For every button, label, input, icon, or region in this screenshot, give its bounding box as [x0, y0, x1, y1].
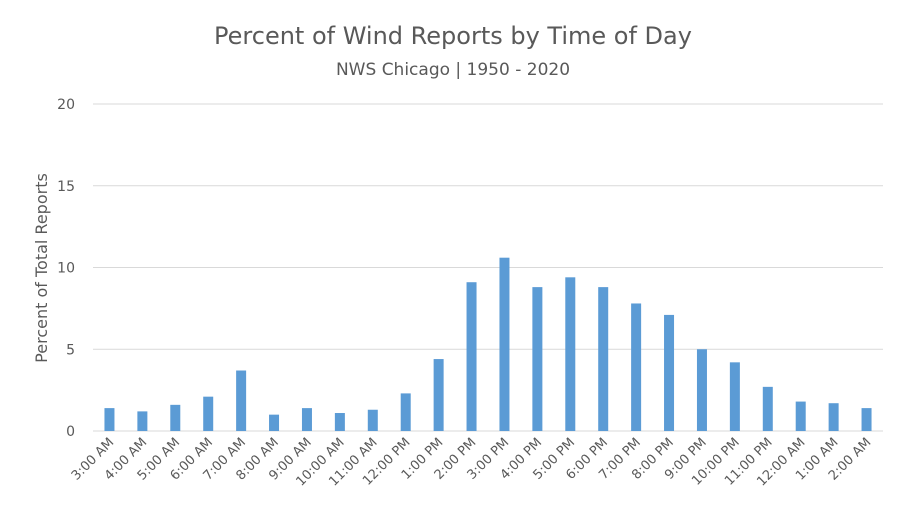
bar [104, 408, 115, 431]
x-axis-ticks: 3:00 AM4:00 AM5:00 AM6:00 AM7:00 AM8:00 … [69, 435, 874, 489]
bar [236, 370, 247, 431]
bar [762, 386, 773, 431]
bar [137, 411, 148, 431]
bar [499, 257, 510, 431]
y-axis-ticks: 0 5 10 15 20 [57, 97, 75, 440]
bar [400, 393, 411, 431]
bar [664, 314, 675, 431]
y-tick-label: 15 [57, 179, 75, 195]
y-tick-label: 10 [57, 261, 75, 277]
bar [828, 403, 839, 431]
chart-subtitle: NWS Chicago | 1950 - 2020 [336, 60, 570, 80]
bar [532, 287, 543, 431]
bar [795, 401, 806, 431]
bar [367, 409, 378, 431]
bar [696, 349, 707, 431]
bar [301, 408, 312, 431]
bar [861, 408, 872, 431]
bar [170, 404, 181, 431]
bar [729, 362, 740, 431]
y-tick-label: 20 [57, 97, 75, 113]
bar [433, 359, 444, 431]
y-tick-label: 5 [66, 342, 75, 358]
bar [203, 396, 214, 431]
bar [466, 282, 477, 431]
y-axis-label: Percent of Total Reports [32, 173, 51, 363]
bar [598, 287, 609, 431]
bar [631, 303, 642, 431]
chart-title: Percent of Wind Reports by Time of Day [214, 22, 692, 50]
bars [104, 257, 872, 431]
gridlines [93, 103, 883, 432]
bar [565, 277, 576, 431]
bar [334, 413, 345, 431]
bar [269, 414, 280, 431]
y-tick-label: 0 [66, 424, 75, 440]
